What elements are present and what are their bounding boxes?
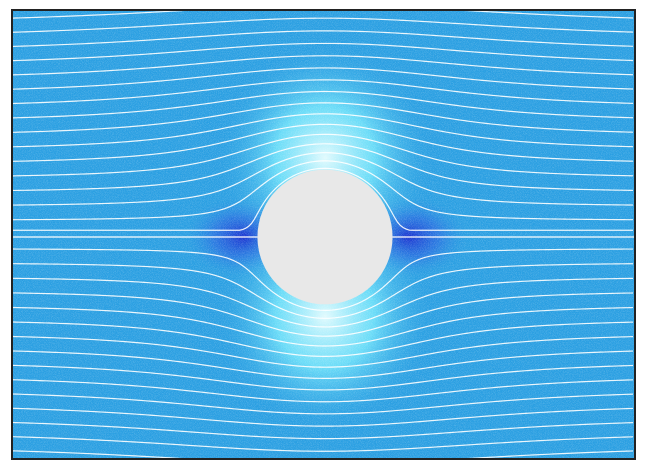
streamline bbox=[13, 67, 634, 90]
streamline bbox=[13, 277, 634, 328]
streamline bbox=[13, 393, 634, 415]
streamline bbox=[13, 30, 634, 47]
streamline bbox=[13, 123, 634, 162]
streamline bbox=[13, 407, 634, 427]
streamline bbox=[13, 152, 634, 206]
streamline bbox=[13, 11, 634, 19]
streamline bbox=[13, 350, 634, 379]
streamline bbox=[13, 90, 634, 119]
streamline bbox=[13, 292, 634, 337]
cylinder-obstacle bbox=[257, 169, 393, 305]
streamline bbox=[13, 17, 634, 33]
streamlines bbox=[13, 11, 634, 458]
streamline bbox=[13, 364, 634, 391]
streamline bbox=[13, 263, 634, 319]
flow-visualization-frame bbox=[11, 9, 636, 460]
streamline bbox=[13, 421, 634, 440]
streamline bbox=[13, 79, 634, 105]
streamline bbox=[13, 306, 634, 347]
streamline bbox=[13, 379, 634, 403]
flow-field bbox=[13, 11, 634, 458]
streamline bbox=[13, 143, 634, 192]
streamline bbox=[13, 133, 634, 177]
streamline bbox=[13, 450, 634, 458]
streamline bbox=[13, 248, 634, 311]
streamline bbox=[13, 42, 634, 62]
streamline bbox=[13, 55, 634, 76]
streamline bbox=[13, 436, 634, 452]
streamline bbox=[13, 102, 634, 133]
streamline bbox=[13, 167, 634, 231]
streamline bbox=[13, 113, 634, 148]
streamline bbox=[13, 335, 634, 368]
streamline bbox=[13, 160, 634, 221]
streamline bbox=[13, 321, 634, 357]
